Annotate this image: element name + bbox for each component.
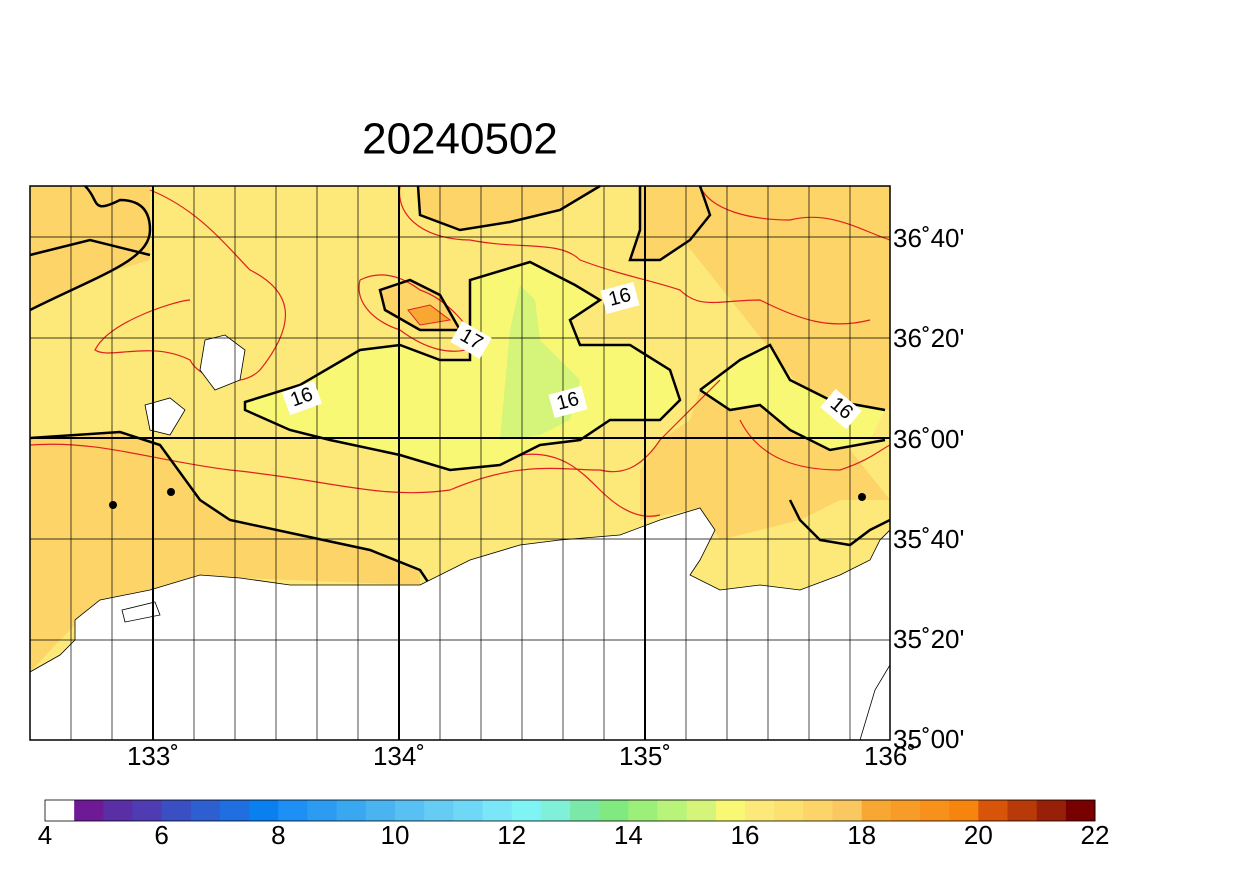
lon-label: 133˚ — [127, 741, 179, 771]
lat-label: 35˚00' — [893, 724, 964, 754]
lon-labels: 133˚ 134˚ 135˚ 136˚ — [127, 741, 916, 771]
colorbar-frame — [44, 799, 1096, 822]
coast — [859, 664, 891, 741]
colorbar-swatch — [249, 800, 279, 821]
colorbar-tick-label: 4 — [38, 820, 52, 850]
island — [199, 334, 246, 391]
colorbar-tick-label: 22 — [1081, 820, 1110, 850]
stations — [109, 488, 866, 509]
colorbar-swatch — [570, 800, 600, 821]
warm-region — [30, 186, 150, 255]
contour-label-group: 16 17 16 16 16 — [281, 282, 862, 430]
colorbar-swatch — [190, 800, 221, 821]
colorbar-tick-label: 18 — [847, 820, 876, 850]
land — [29, 507, 891, 741]
warm-region — [418, 186, 600, 230]
colorbar-swatch — [657, 800, 688, 821]
colorbar-swatch — [628, 800, 658, 821]
contour-lines — [29, 184, 891, 586]
colorbar-swatch — [686, 800, 717, 821]
colorbar-swatch — [745, 800, 775, 821]
colorbar-tick-label: 10 — [381, 820, 410, 850]
map-title: 20240502 — [362, 115, 558, 164]
lat-label: 36˚20' — [893, 323, 964, 353]
degree-grid — [30, 186, 890, 740]
colorbar-swatch — [365, 800, 396, 821]
colorbar-swatch — [803, 800, 833, 821]
colorbar-swatch — [307, 800, 338, 821]
colorbar-swatch — [424, 800, 454, 821]
cool-region — [245, 262, 680, 470]
warm-region — [630, 186, 710, 260]
lon-label: 136˚ — [864, 741, 916, 771]
colorbar-swatch — [395, 800, 425, 821]
colorbar-swatch — [715, 800, 746, 821]
colorbar-swatch — [482, 800, 513, 821]
lat-label: 35˚20' — [893, 624, 964, 654]
colorbar-swatch — [1036, 800, 1067, 821]
colorbar-swatch — [220, 800, 250, 821]
lat-label: 36˚00' — [893, 424, 964, 454]
lat-label: 35˚40' — [893, 524, 964, 554]
colorbar-swatch — [540, 800, 571, 821]
warm-spot — [407, 304, 452, 326]
colorbar-swatch — [1007, 800, 1038, 821]
colorbar-swatch — [45, 800, 75, 821]
lon-label: 135˚ — [619, 741, 671, 771]
colorbar-swatch — [161, 800, 192, 821]
colorbar-swatch — [74, 800, 104, 821]
colorbar-tick-label: 14 — [614, 820, 643, 850]
map: 16 17 16 16 16 — [29, 184, 891, 741]
island — [121, 601, 161, 623]
station-dot — [858, 493, 866, 501]
colorbar: 4 6 8 10 12 14 16 18 20 22 — [38, 799, 1110, 850]
colorbar-swatch — [949, 800, 979, 821]
colorbar-swatch — [774, 800, 804, 821]
colorbar-swatch — [832, 800, 863, 821]
lat-labels: 36˚40' 36˚20' 36˚00' 35˚40' 35˚20' 35˚00… — [893, 223, 964, 754]
map-frame — [29, 185, 891, 741]
colorbar-tick-label: 6 — [154, 820, 168, 850]
colorbar-swatch — [920, 800, 950, 821]
colorbar-tick-label: 8 — [271, 820, 285, 850]
colorbar-swatch — [978, 800, 1008, 821]
isotherms — [29, 185, 891, 517]
lon-label: 134˚ — [373, 741, 425, 771]
colorbar-tick-label: 16 — [731, 820, 760, 850]
colorbar-swatch — [861, 800, 892, 821]
colorbar-swatch — [453, 800, 483, 821]
colorbar-swatch — [1065, 800, 1096, 821]
colorbar-swatch — [336, 800, 367, 821]
colorbar-swatch — [890, 800, 921, 821]
cool-region — [700, 345, 885, 450]
colorbar-swatch — [278, 800, 308, 821]
island — [144, 397, 186, 436]
station-dot — [167, 488, 175, 496]
colorbar-swatch — [132, 800, 163, 821]
lat-label: 36˚40' — [893, 223, 964, 253]
colorbar-swatch — [599, 800, 629, 821]
colorbar-tick-label: 20 — [964, 820, 993, 850]
colorbar-swatch — [103, 800, 133, 821]
colorbar-tick-label: 12 — [497, 820, 526, 850]
station-dot — [109, 501, 117, 509]
warm-region — [30, 432, 420, 672]
colorbar-swatch — [511, 800, 542, 821]
